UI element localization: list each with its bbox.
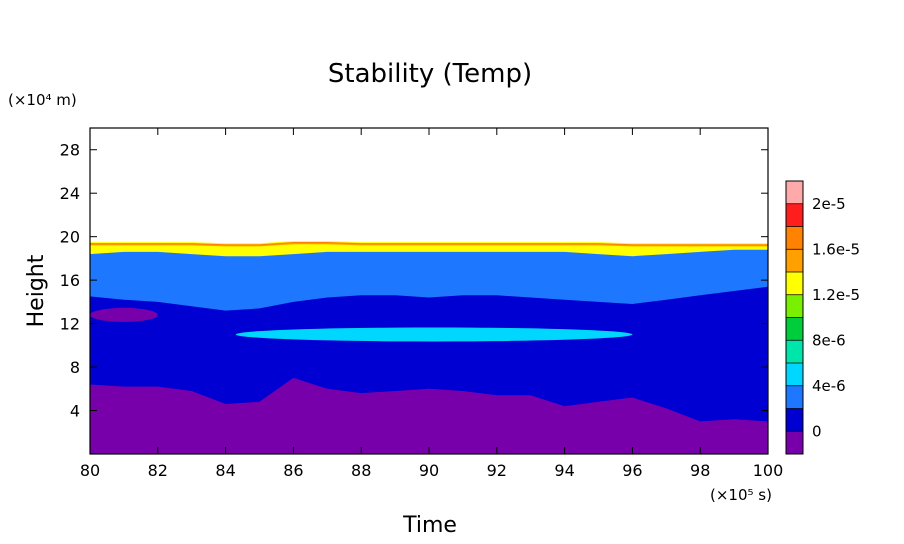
x-tick-label: 96 bbox=[622, 461, 642, 480]
x-tick-label: 98 bbox=[690, 461, 710, 480]
colorbar-label: 1.2e-5 bbox=[812, 286, 860, 304]
x-tick-label: 88 bbox=[351, 461, 371, 480]
colorbar-swatch bbox=[786, 431, 803, 454]
contour-feature bbox=[235, 327, 633, 342]
x-tick-label: 84 bbox=[215, 461, 235, 480]
contour-band bbox=[90, 377, 768, 454]
contour-feature bbox=[90, 307, 158, 322]
y-tick-label: 28 bbox=[60, 141, 80, 160]
y-tick-label: 4 bbox=[70, 402, 80, 421]
colorbar-swatch bbox=[786, 181, 803, 204]
y-tick-label: 20 bbox=[60, 228, 80, 247]
contour-band bbox=[90, 243, 768, 247]
colorbar-label: 0 bbox=[812, 422, 822, 440]
y-tick-label: 24 bbox=[60, 184, 80, 203]
colorbar-swatch bbox=[786, 385, 803, 409]
colorbar-swatch bbox=[786, 272, 803, 295]
x-tick-label: 86 bbox=[283, 461, 303, 480]
x-tick-label: 94 bbox=[554, 461, 574, 480]
x-axis-label: Time bbox=[402, 513, 457, 538]
x-tick-label: 92 bbox=[487, 461, 507, 480]
x-tick-label: 82 bbox=[148, 461, 168, 480]
colorbar-swatch bbox=[786, 294, 803, 318]
colorbar-swatch bbox=[786, 340, 803, 363]
x-tick-label: 90 bbox=[419, 461, 439, 480]
y-tick-label: 12 bbox=[60, 315, 80, 334]
colorbar-label: 8e-6 bbox=[812, 331, 846, 349]
colorbar-swatch bbox=[786, 363, 803, 386]
colorbar-label: 4e-6 bbox=[812, 377, 846, 395]
colorbar-label: 1.6e-5 bbox=[812, 240, 860, 258]
colorbar-swatch bbox=[786, 226, 803, 250]
x-tick-label: 100 bbox=[753, 461, 784, 480]
colorbar: 0 4e-6 8e-6 1.2e-5 1.6e-5 2e-5 bbox=[785, 180, 860, 455]
x-unit-label: (×10⁵ s) bbox=[710, 486, 772, 504]
colorbar-swatch bbox=[786, 408, 803, 432]
colorbar-swatch bbox=[786, 249, 803, 272]
y-tick-label: 8 bbox=[70, 358, 80, 377]
y-axis: 4 8 12 16 20 24 28 bbox=[60, 141, 768, 421]
y-axis-label: Height bbox=[24, 254, 49, 327]
colorbar-swatch bbox=[786, 203, 803, 227]
x-tick-label: 80 bbox=[80, 461, 100, 480]
y-unit-label: (×10⁴ m) bbox=[8, 91, 77, 109]
y-tick-label: 16 bbox=[60, 271, 80, 290]
contour-plot-area bbox=[90, 241, 768, 454]
colorbar-label: 2e-5 bbox=[812, 195, 846, 213]
x-axis: 80 82 84 86 88 90 92 94 96 98 100 bbox=[80, 128, 783, 480]
chart-title: Stability (Temp) bbox=[328, 59, 532, 89]
colorbar-swatch bbox=[786, 317, 803, 341]
contour-band bbox=[90, 242, 768, 246]
